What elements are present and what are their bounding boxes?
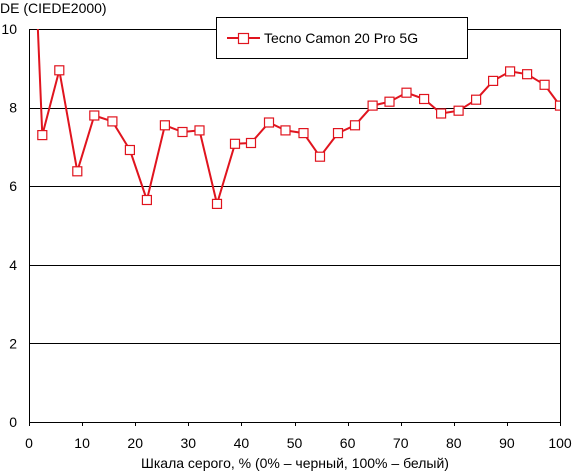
y-tick-label: 10 [1, 21, 17, 37]
data-point-marker [37, 130, 48, 141]
x-axis-title: Шкала серого, % (0% – черный, 100% – бел… [141, 455, 449, 471]
data-point-marker [54, 65, 65, 76]
y-axis-title: DE (CIEDE2000) [0, 0, 107, 16]
x-tick-label: 60 [340, 435, 356, 451]
y-tick-label: 0 [9, 414, 17, 430]
x-tick-label: 50 [287, 435, 303, 451]
data-point-marker [471, 94, 482, 105]
data-point-marker [453, 105, 464, 116]
data-point-marker [505, 66, 516, 77]
data-point-marker [539, 79, 550, 90]
x-tick-label: 80 [446, 435, 462, 451]
y-tick-label: 4 [9, 257, 17, 273]
data-point-marker [245, 137, 257, 149]
x-tick-label: 40 [234, 435, 250, 451]
data-point-marker [332, 128, 344, 139]
data-point-marker [124, 144, 136, 156]
series-layer [36, 29, 560, 209]
legend-label: Tecno Camon 20 Pro 5G [264, 30, 418, 46]
data-point-marker [211, 198, 223, 209]
data-point-marker [141, 194, 152, 206]
axes [29, 29, 561, 426]
data-point-marker [314, 151, 326, 162]
data-point-marker [229, 138, 241, 149]
x-tick-label: 70 [393, 435, 409, 451]
data-point-marker [401, 87, 412, 98]
data-point-marker [298, 128, 309, 139]
y-tick-label: 2 [9, 335, 17, 351]
plot-frame [29, 29, 561, 423]
x-tick-label: 30 [181, 435, 197, 451]
x-tick-labels: 0 10 20 30 40 50 60 70 80 90 100 [25, 435, 572, 451]
data-point-marker [177, 126, 188, 138]
data-point-marker [521, 69, 533, 80]
data-point-marker [419, 93, 430, 105]
legend: Tecno Camon 20 Pro 5G [216, 17, 468, 59]
data-point-marker [263, 117, 275, 128]
data-point-marker [384, 96, 395, 107]
y-tick-label: 6 [9, 178, 17, 194]
x-tick-label: 100 [548, 435, 572, 451]
x-tick-label: 0 [25, 435, 33, 451]
x-tick-label: 10 [74, 435, 90, 451]
data-point-marker [72, 166, 83, 177]
data-point-marker [488, 75, 499, 87]
data-point-marker [107, 116, 118, 127]
data-point-marker [436, 108, 447, 119]
y-tick-label: 8 [9, 100, 17, 116]
x-tick-label: 90 [499, 435, 515, 451]
x-tick-label: 20 [127, 435, 143, 451]
data-point-marker [89, 110, 100, 121]
data-point-marker [280, 125, 291, 136]
data-point-marker [367, 100, 378, 111]
data-point-marker [554, 100, 560, 111]
gridlines [29, 108, 560, 344]
data-point-marker [194, 125, 205, 136]
legend-marker-icon [237, 32, 250, 45]
data-point-marker [159, 120, 170, 131]
y-tick-labels: 0 2 4 6 8 10 [1, 21, 17, 430]
data-point-marker [349, 120, 361, 131]
